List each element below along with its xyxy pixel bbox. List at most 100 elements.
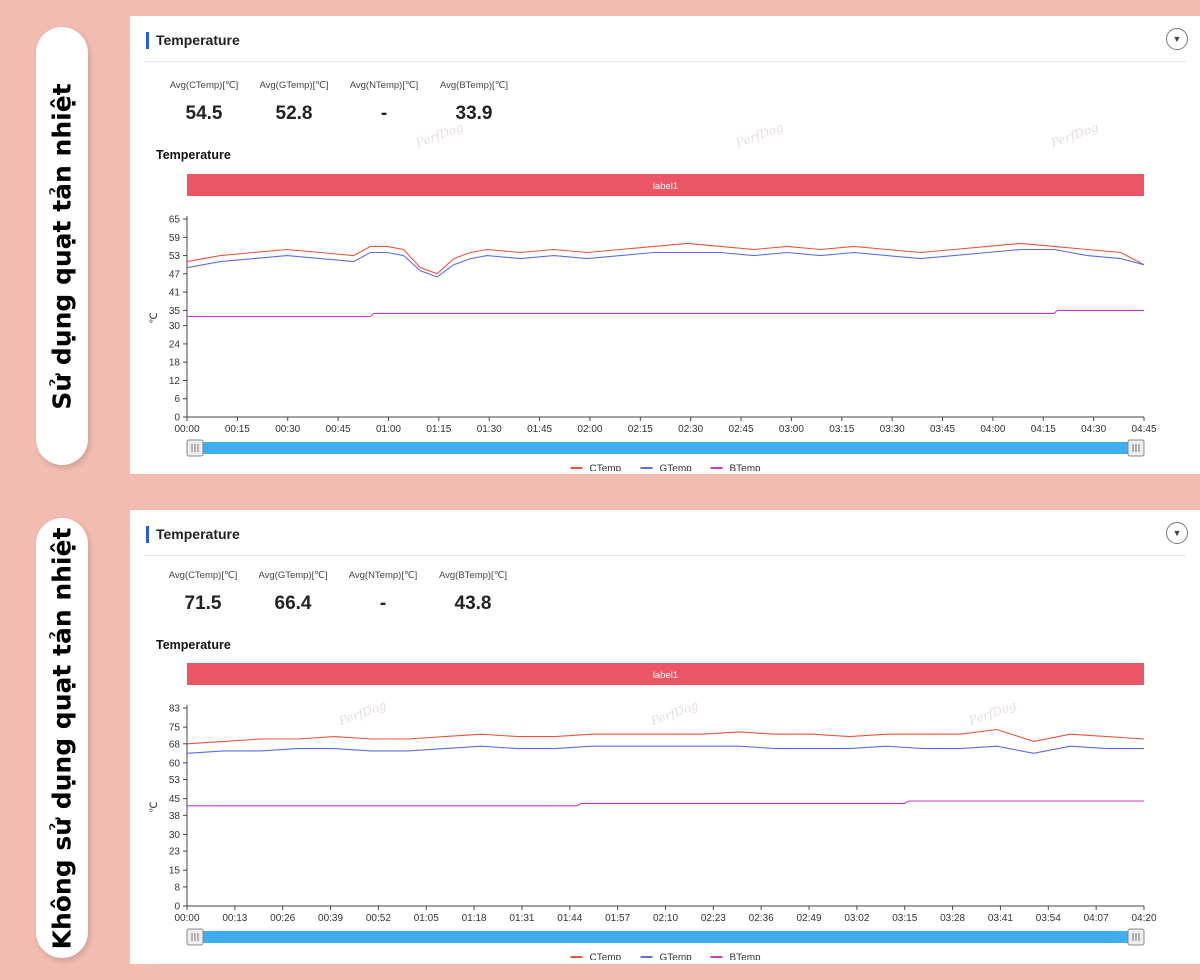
x-tick-label: 02:10 [653,913,678,924]
stat-avg-ctemp: Avg(CTemp)[℃] 54.5 [159,80,249,125]
y-tick-label: 6 [174,394,180,405]
y-tick-label: 18 [169,358,181,369]
side-label-with-fan: Sử dụng quạt tản nhiệt [36,27,88,465]
series-line-gtemp [186,745,1144,754]
x-tick-label: 00:15 [225,424,250,435]
chart-title: Temperature [156,148,231,162]
x-tick-label: 02:36 [749,913,774,924]
y-tick-label: 24 [169,339,181,350]
x-tick-label: 00:13 [222,913,247,924]
x-tick-label: 04:15 [1031,424,1056,435]
legend-label: CTemp [590,953,622,961]
x-tick-label: 04:00 [980,424,1005,435]
range-slider-track[interactable] [187,931,1144,943]
series-line-btemp [187,800,1144,807]
collapse-button[interactable]: ▼ [1166,522,1188,544]
panel-title: Temperature [146,32,240,49]
x-tick-label: 00:00 [174,424,199,435]
legend-label: GTemp [660,464,693,472]
label-band-text: label1 [653,670,678,681]
x-tick-label: 03:02 [844,913,869,924]
legend-item-gtemp[interactable]: GTemp [640,953,693,961]
divider [144,555,1186,556]
watermark: PerfDog [1049,119,1101,151]
y-tick-label: 12 [169,376,181,387]
x-tick-label: 02:00 [577,424,602,435]
temperature-chart: label1 0 6 12 18 24 30 35 41 47 53 59 65 ℃ 00:00 00:15 0… [149,174,1157,472]
chevron-down-icon: ▼ [1172,528,1182,538]
y-tick-label: 75 [169,723,181,734]
y-tick-label: 83 [169,704,181,715]
stat-avg-ntemp: Avg(NTemp)[℃] - [339,80,429,125]
y-tick-label: 30 [169,321,181,332]
x-tick-label: 01:00 [376,424,401,435]
y-tick-label: 35 [169,306,181,317]
series-line-btemp [187,309,1144,318]
stat-value: 54.5 [185,103,223,124]
x-tick-label: 03:15 [829,424,854,435]
x-tick-label: 01:05 [414,913,439,924]
stat-avg-ctemp: Avg(CTemp)[℃] 71.5 [158,570,248,615]
x-tick-label: 02:30 [678,424,703,435]
x-tick-label: 03:28 [940,913,965,924]
side-label-without-fan: Không sử dụng quạt tản nhiệt [36,518,88,958]
legend-label: GTemp [660,953,693,961]
stat-value: - [379,593,387,614]
stat-value: 71.5 [184,593,222,614]
series-line-gtemp [186,248,1145,278]
series-line-ctemp [186,728,1145,745]
x-tick-label: 03:54 [1036,913,1061,924]
stat-label: Avg(GTemp)[℃] [259,80,329,91]
divider [144,61,1186,62]
panel-title: Temperature [146,526,240,543]
x-tick-label: 03:45 [930,424,955,435]
legend-label: BTemp [730,464,762,472]
label-band [187,174,1144,196]
legend-label: CTemp [590,464,622,472]
stat-value: 43.8 [454,593,492,614]
y-tick-label: 0 [174,413,180,424]
temperature-panel: Temperature ▼ Avg(CTemp)[℃] 54.5 Avg(GTe… [130,16,1200,474]
x-tick-label: 04:20 [1131,913,1156,924]
x-tick-label: 00:26 [270,913,295,924]
collapse-button[interactable]: ▼ [1166,28,1188,50]
stat-value: 52.8 [275,103,313,124]
x-tick-label: 02:45 [729,424,754,435]
legend-item-btemp[interactable]: BTemp [710,953,762,961]
x-tick-label: 01:45 [527,424,552,435]
x-tick-label: 01:44 [557,913,582,924]
legend-item-gtemp[interactable]: GTemp [640,464,693,472]
stat-value: 33.9 [455,103,493,124]
temperature-chart: label1 0 8 15 23 30 38 45 53 60 68 75 83 ℃ 00:00 00:13 0… [149,663,1157,961]
y-tick-label: 59 [169,233,181,244]
x-tick-label: 00:30 [275,424,300,435]
y-tick-label: 65 [169,215,181,226]
range-slider-track[interactable] [187,442,1144,454]
x-tick-label: 03:00 [779,424,804,435]
stat-label: Avg(GTemp)[℃] [258,570,328,581]
y-tick-label: 53 [169,251,181,262]
stat-avg-gtemp: Avg(GTemp)[℃] 52.8 [249,80,339,125]
x-tick-label: 04:30 [1081,424,1106,435]
watermark: PerfDog [734,119,786,151]
y-tick-label: 68 [169,739,181,750]
stat-label: Avg(CTemp)[℃] [169,80,239,91]
x-tick-label: 03:30 [880,424,905,435]
side-label-text: Sử dụng quạt tản nhiệt [47,82,77,410]
x-tick-label: 01:31 [509,913,534,924]
x-tick-label: 02:49 [797,913,822,924]
legend-item-ctemp[interactable]: CTemp [570,464,622,472]
stat-avg-btemp: Avg(BTemp)[℃] 33.9 [429,80,519,125]
y-tick-label: 41 [169,288,181,299]
x-tick-label: 00:45 [326,424,351,435]
y-axis-label: ℃ [149,312,160,323]
series-line-ctemp [186,242,1145,275]
label-band-text: label1 [653,181,678,192]
x-tick-label: 02:23 [701,913,726,924]
x-tick-label: 04:07 [1084,913,1109,924]
legend-item-btemp[interactable]: BTemp [710,464,762,472]
stat-avg-btemp: Avg(BTemp)[℃] 43.8 [428,570,518,615]
legend-item-ctemp[interactable]: CTemp [570,953,622,961]
x-tick-label: 01:57 [605,913,630,924]
y-tick-label: 53 [169,775,181,786]
